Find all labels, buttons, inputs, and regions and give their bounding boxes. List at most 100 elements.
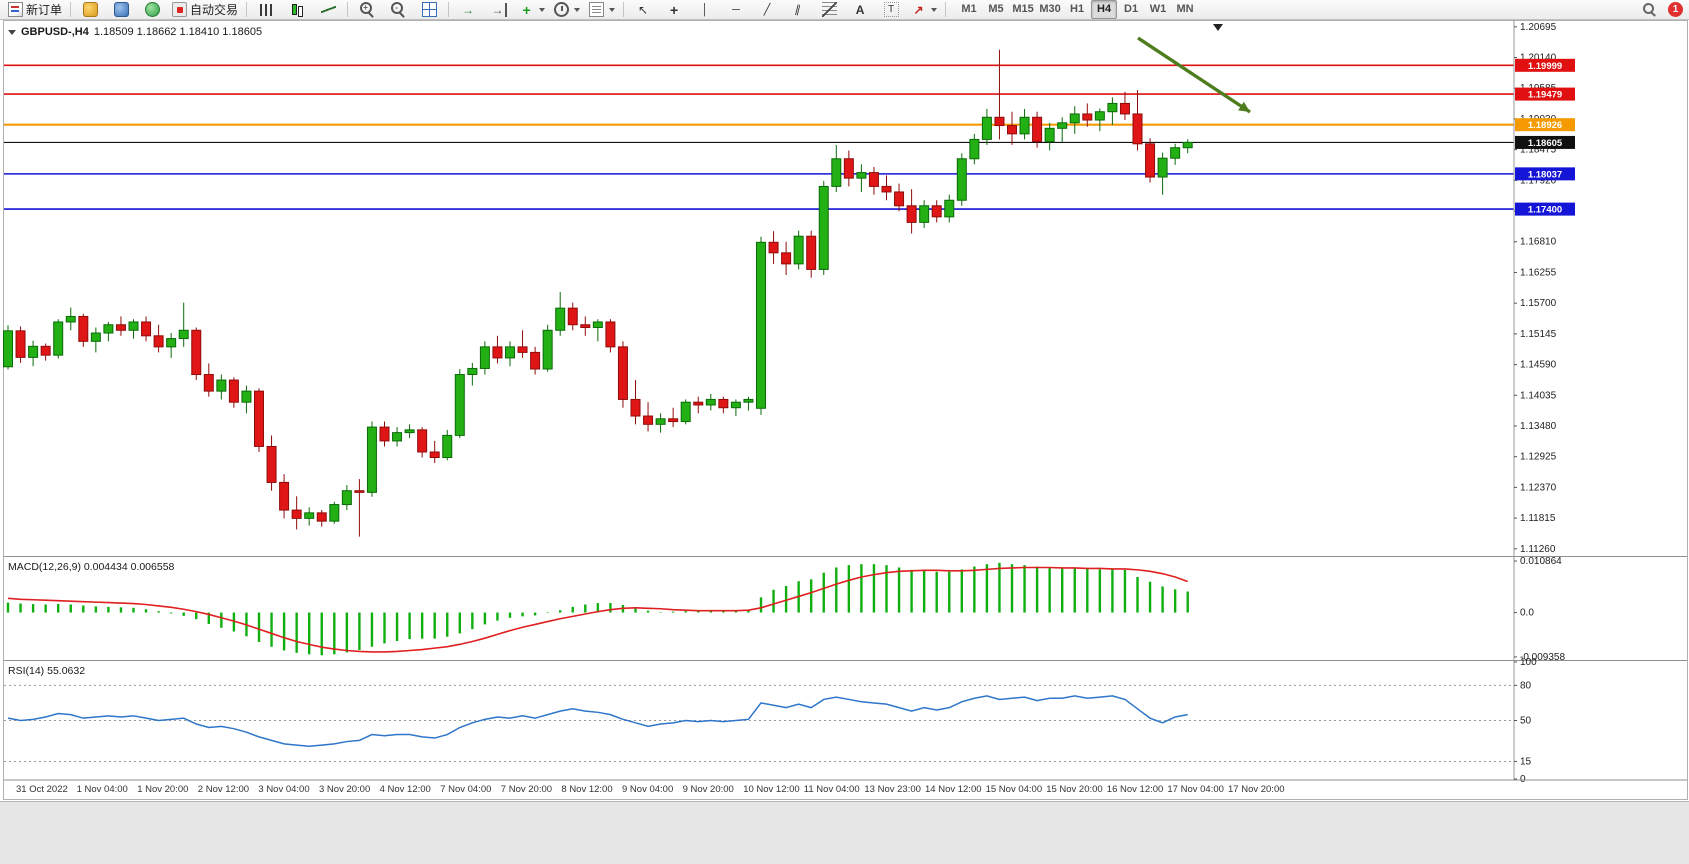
profiles-button[interactable] — [106, 0, 136, 20]
svg-text:1.14590: 1.14590 — [1520, 360, 1557, 371]
chart-window[interactable]: 1.206951.201401.195851.190301.184751.179… — [0, 20, 1689, 801]
auto-trading-button[interactable]: 自动交易 — [168, 0, 242, 20]
auto-trading-icon — [172, 2, 188, 17]
tile-windows-button[interactable] — [414, 0, 444, 20]
time-axis[interactable]: 31 Oct 2022 1 Nov 04:00 1 Nov 20:00 2 Nov 1… — [4, 779, 1687, 795]
text-label-tool-button[interactable] — [876, 0, 906, 20]
trend-arrow-annotation[interactable] — [1137, 36, 1251, 114]
bar-chart-icon — [259, 3, 273, 16]
svg-text:1.20695: 1.20695 — [1520, 22, 1557, 33]
price-badge-1.19999: 1.19999 — [1515, 58, 1575, 72]
charts-button[interactable] — [75, 0, 105, 20]
timeframe-M15-button[interactable]: M15 — [1012, 3, 1034, 15]
fibonacci-tool-button[interactable] — [814, 0, 844, 20]
candlestick-chart-icon — [290, 2, 305, 17]
svg-text:1.16255: 1.16255 — [1520, 267, 1557, 278]
cursor-tool-button[interactable] — [628, 0, 658, 20]
price-badge-1.19479: 1.19479 — [1515, 87, 1575, 101]
market-watch-button[interactable] — [137, 0, 167, 20]
templates-button[interactable] — [585, 0, 619, 20]
svg-text:50: 50 — [1520, 716, 1532, 727]
profiles-icon — [113, 2, 129, 17]
periods-button[interactable] — [550, 0, 584, 20]
templates-icon — [589, 2, 605, 17]
notification-badge[interactable]: 1 — [1668, 2, 1683, 17]
svg-text:7 Nov 04:00: 7 Nov 04:00 — [440, 784, 491, 795]
timeframe-M1-button[interactable]: M1 — [961, 3, 977, 15]
svg-text:9 Nov 04:00: 9 Nov 04:00 — [622, 784, 673, 795]
horizontal-line-tool-button[interactable] — [721, 0, 751, 20]
timeframe-M5-button[interactable]: M5 — [988, 3, 1004, 15]
bar-chart-button[interactable] — [251, 0, 281, 20]
zoom-in-button[interactable] — [352, 0, 382, 20]
arrows-tool-button[interactable] — [907, 0, 941, 20]
charts-icon — [82, 2, 98, 17]
svg-text:31 Oct 2022: 31 Oct 2022 — [16, 784, 68, 795]
timeframe-M30-button[interactable]: M30 — [1039, 3, 1061, 15]
svg-text:1.16810: 1.16810 — [1520, 237, 1557, 248]
timeframe-H4-button[interactable]: H4 — [1091, 0, 1118, 19]
timeframe-toolbar: M1 M5 M15 M30 H1 H4 D1 W1 MN — [956, 0, 1198, 19]
add-indicator-button[interactable] — [515, 0, 549, 20]
svg-text:11 Nov 04:00: 11 Nov 04:00 — [804, 784, 860, 795]
text-tool-button[interactable] — [845, 0, 875, 20]
svg-text:1.17920: 1.17920 — [1520, 175, 1557, 186]
line-chart-button[interactable] — [313, 0, 343, 20]
svg-text:3 Nov 20:00: 3 Nov 20:00 — [319, 784, 370, 795]
svg-text:100: 100 — [1520, 657, 1537, 668]
rsi-panel: 1008050150 — [4, 657, 1687, 785]
zoom-out-button[interactable] — [383, 0, 413, 20]
svg-text:1.18475: 1.18475 — [1520, 145, 1557, 156]
vertical-line-tool-button[interactable] — [690, 0, 720, 20]
channel-tool-button[interactable] — [783, 0, 813, 20]
svg-text:1.15145: 1.15145 — [1520, 329, 1557, 340]
toolbar-separator — [623, 2, 625, 17]
horizontal-level-lines[interactable] — [4, 64, 1514, 210]
chevron-down-icon — [539, 7, 546, 12]
toolbar-right-group: 1 — [1634, 0, 1685, 20]
auto-scroll-button[interactable] — [453, 0, 483, 20]
chart-plot[interactable]: 1.206951.201401.195851.190301.184751.179… — [0, 20, 1689, 801]
svg-text:1 Nov 04:00: 1 Nov 04:00 — [77, 784, 128, 795]
macd-name: MACD(12,26,9) — [8, 561, 81, 573]
svg-text:9 Nov 20:00: 9 Nov 20:00 — [683, 784, 734, 795]
auto-scroll-icon — [461, 2, 476, 17]
toolbar-separator — [347, 2, 349, 17]
timeframe-H1-button[interactable]: H1 — [1070, 3, 1085, 15]
new-order-label: 新订单 — [26, 3, 63, 17]
svg-text:0.010864: 0.010864 — [1520, 556, 1562, 567]
search-icon — [1642, 2, 1657, 17]
market-watch-icon — [144, 2, 160, 17]
svg-text:1.12925: 1.12925 — [1520, 452, 1557, 463]
price-badge-1.17400: 1.17400 — [1515, 202, 1575, 216]
svg-text:16 Nov 12:00: 16 Nov 12:00 — [1107, 784, 1164, 795]
svg-text:0.0: 0.0 — [1520, 608, 1534, 619]
trendline-tool-button[interactable] — [752, 0, 782, 20]
rsi-label: RSI(14) 55.0632 — [8, 665, 85, 677]
rsi-name: RSI(14) — [8, 665, 45, 677]
chart-shift-marker-icon[interactable] — [1213, 24, 1223, 31]
candlestick-chart-button[interactable] — [282, 0, 312, 20]
search-button[interactable] — [1634, 0, 1664, 20]
chart-background — [0, 20, 1689, 801]
timeframe-MN-button[interactable]: MN — [1176, 3, 1194, 15]
price-badge-1.18037: 1.18037 — [1515, 167, 1575, 181]
crosshair-tool-button[interactable] — [659, 0, 689, 20]
equidistant-channel-icon — [791, 2, 806, 17]
timeframe-D1-button[interactable]: D1 — [1124, 3, 1139, 15]
svg-text:13 Nov 23:00: 13 Nov 23:00 — [864, 784, 921, 795]
timeframe-W1-button[interactable]: W1 — [1149, 3, 1167, 15]
auto-trading-label: 自动交易 — [190, 3, 239, 17]
fibonacci-icon — [821, 2, 837, 17]
text-label-icon — [883, 2, 899, 17]
svg-text:1.11260: 1.11260 — [1520, 544, 1556, 555]
chevron-down-icon — [609, 7, 616, 12]
svg-text:1.14035: 1.14035 — [1520, 390, 1557, 401]
svg-text:1.13480: 1.13480 — [1520, 421, 1557, 432]
chart-shift-button[interactable] — [484, 0, 514, 20]
macd-label: MACD(12,26,9) 0.004434 0.006558 — [8, 561, 174, 573]
new-order-button[interactable]: 新订单 — [4, 0, 66, 20]
svg-text:1 Nov 20:00: 1 Nov 20:00 — [137, 784, 188, 795]
collapse-triangle-icon[interactable] — [8, 29, 16, 35]
